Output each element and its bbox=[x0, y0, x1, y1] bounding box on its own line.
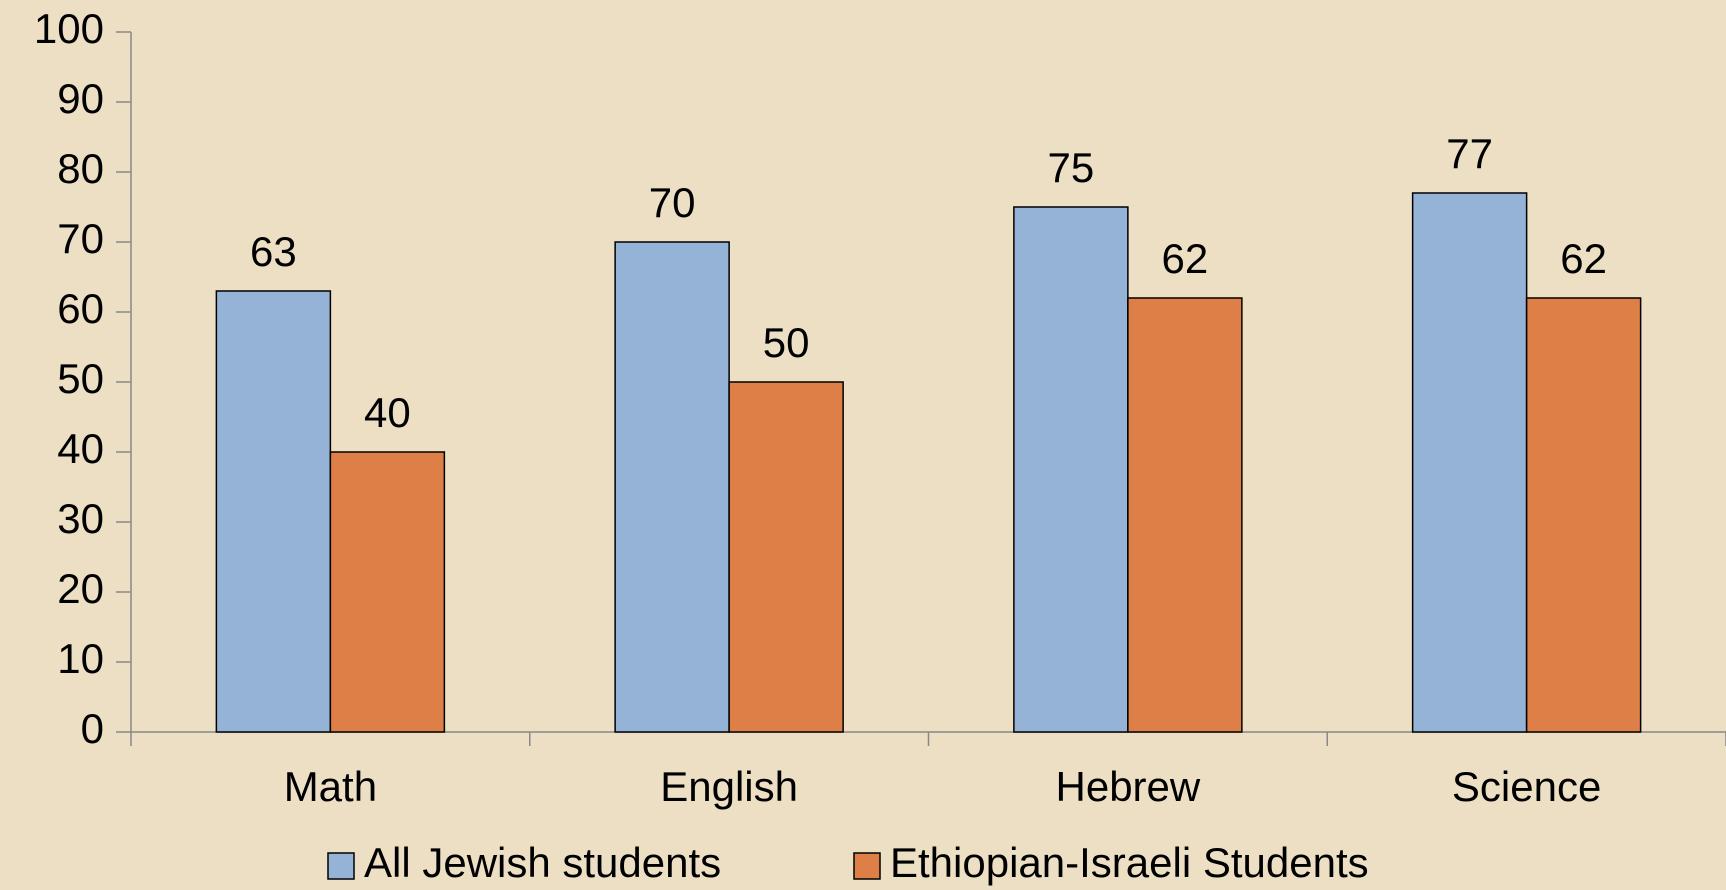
bar bbox=[1525, 297, 1642, 733]
y-tick-label: 70 bbox=[57, 215, 104, 262]
y-tick-label: 50 bbox=[57, 355, 104, 402]
data-label: 63 bbox=[250, 228, 297, 275]
y-tick-label: 90 bbox=[57, 75, 104, 122]
data-label: 77 bbox=[1446, 130, 1493, 177]
bar bbox=[1127, 297, 1243, 733]
y-tick-label: 100 bbox=[34, 5, 104, 52]
legend-swatch bbox=[853, 852, 881, 880]
y-tick-label: 60 bbox=[57, 285, 104, 332]
bar bbox=[614, 241, 730, 733]
x-tick-label: English bbox=[660, 763, 798, 810]
data-label: 70 bbox=[649, 179, 696, 226]
data-label: 75 bbox=[1048, 144, 1095, 191]
legend-swatch bbox=[327, 852, 355, 880]
data-label: 62 bbox=[1560, 235, 1607, 282]
bar bbox=[728, 381, 844, 733]
data-label: 62 bbox=[1162, 235, 1209, 282]
bar bbox=[329, 451, 446, 733]
y-tick-label: 40 bbox=[57, 425, 104, 472]
legend-label: All Jewish students bbox=[364, 839, 721, 886]
y-tick-label: 30 bbox=[57, 495, 104, 542]
bar bbox=[1411, 192, 1528, 733]
y-tick-label: 20 bbox=[57, 565, 104, 612]
data-label: 50 bbox=[763, 319, 810, 366]
x-tick-label: Hebrew bbox=[1056, 763, 1201, 810]
bar bbox=[1013, 206, 1129, 733]
legend-label: Ethiopian-Israeli Students bbox=[890, 839, 1369, 886]
y-tick-label: 80 bbox=[57, 145, 104, 192]
x-tick-label: Science bbox=[1452, 763, 1601, 810]
data-label: 40 bbox=[364, 389, 411, 436]
x-tick-label: Math bbox=[284, 763, 377, 810]
bar bbox=[215, 290, 332, 733]
y-tick-label: 10 bbox=[57, 635, 104, 682]
y-tick-label: 0 bbox=[81, 705, 104, 752]
